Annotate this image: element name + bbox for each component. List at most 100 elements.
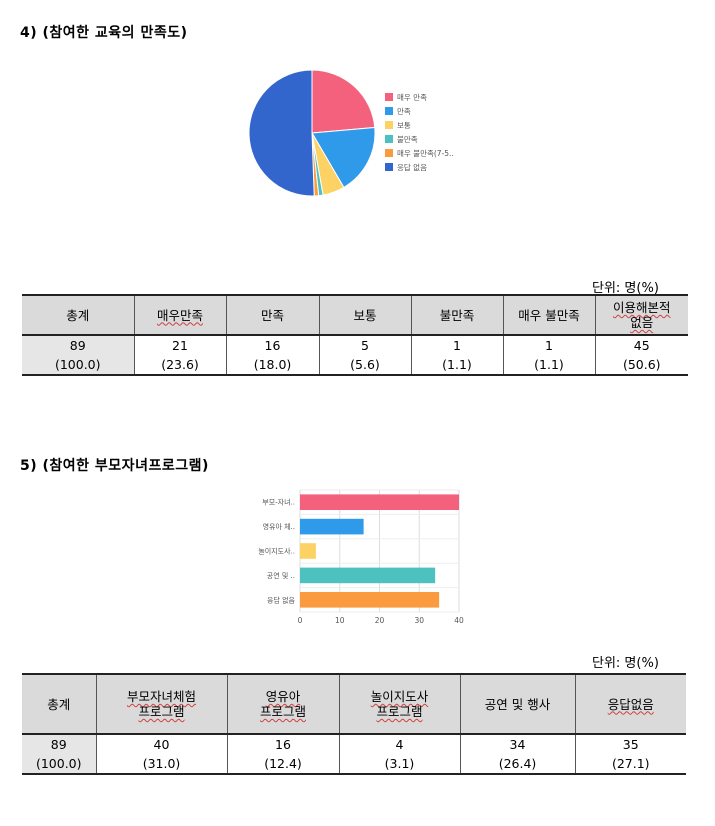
satisfaction-cell-2: 16 (18.0)	[225, 335, 319, 375]
satisfaction-header-line: 매우만족	[156, 307, 203, 323]
program-header-line: 놀이지도사	[370, 689, 429, 704]
percent-value: (1.1)	[534, 357, 564, 372]
legend-label-4: 매우 불만족(7-5..	[397, 149, 454, 158]
program-header-line: 총계	[47, 696, 71, 712]
program-cell-2: 16 (12.4)	[226, 734, 339, 774]
percent-value: (50.6)	[622, 357, 661, 372]
count-value: 45	[633, 338, 650, 353]
satisfaction-cell-0: 89 (100.0)	[22, 335, 134, 375]
count-value: 21	[172, 338, 188, 353]
program-header-line: 프로그램	[376, 704, 423, 719]
x-tick-label-0: 0	[298, 616, 303, 625]
count-value: 40	[153, 737, 170, 752]
satisfaction-cell-3: 5 (5.6)	[318, 335, 411, 375]
satisfaction-header-6: 이용해본적 없음	[594, 294, 688, 336]
section4-heading-text: 4) (참여한 교육의 만족도)	[20, 25, 188, 41]
section5-heading-text: 5) (참여한 부모자녀프로그램)	[20, 458, 209, 474]
x-tick-label-2: 20	[375, 616, 385, 625]
percent-value: (31.0)	[142, 756, 181, 771]
satisfaction-header-line: 총계	[66, 307, 90, 323]
program-header-2: 영유아 프로그램	[226, 673, 340, 735]
satisfaction-header-line: 만족	[260, 307, 284, 323]
count-value: 89	[69, 338, 86, 353]
satisfaction-header-5: 매우 불만족	[502, 294, 596, 336]
section5-unit: 단위: 명(%)	[592, 656, 659, 671]
satisfaction-header-1: 매우만족	[133, 294, 227, 336]
parent-program-bar-chart: 0 10 20 30 40 부모-자녀.. 영유아 체.. 놀이지도사.. 공연 및 .. 응답 …	[258, 489, 464, 625]
program-header-line: 공연 및 행사	[484, 696, 551, 712]
satisfaction-header-4: 불만족	[410, 294, 504, 336]
legend-swatch-0	[385, 93, 393, 101]
percent-value: (18.0)	[253, 357, 292, 372]
legend-label-2: 보통	[397, 121, 411, 130]
percent-value: (27.1)	[611, 756, 650, 771]
program-header-line: 영유아	[265, 689, 301, 704]
program-header-4: 공연 및 행사	[459, 673, 576, 735]
y-category-label-2: 놀이지도사..	[258, 547, 295, 556]
program-header-1: 부모자녀체험 프로그램	[95, 673, 228, 735]
legend-swatch-2	[385, 121, 393, 129]
program-header-3: 놀이지도사 프로그램	[338, 673, 461, 735]
count-value: 4	[395, 737, 404, 752]
satisfaction-header-3: 보통	[318, 294, 412, 336]
count-value: 16	[275, 737, 291, 752]
satisfaction-cell-5: 1 (1.1)	[502, 335, 595, 375]
count-value: 16	[264, 338, 281, 353]
y-category-label-3: 공연 및 ..	[267, 572, 295, 580]
pie-slices	[248, 70, 376, 197]
satisfaction-header-2: 만족	[225, 294, 320, 336]
percent-value: (5.6)	[350, 357, 380, 372]
y-category-label-4: 응답 없음	[267, 595, 296, 604]
program-header-line: 부모자녀체험	[126, 689, 196, 704]
satisfaction-header-line: 이용해본적	[612, 300, 671, 315]
count-value: 1	[453, 338, 461, 353]
x-tick-label-4: 40	[454, 616, 464, 625]
percent-value: (100.0)	[35, 756, 82, 771]
bar-2	[300, 543, 316, 559]
y-category-label-0: 부모-자녀..	[262, 498, 295, 507]
pie-slice-5	[248, 70, 315, 197]
program-header-line: 프로그램	[259, 704, 306, 719]
legend-label-1: 만족	[397, 107, 411, 116]
program-cell-5: 35 (27.1)	[574, 734, 686, 774]
satisfaction-header-line: 없음	[630, 315, 654, 330]
program-cell-4: 34 (26.4)	[459, 734, 575, 774]
satisfaction-cell-6: 45 (50.6)	[594, 335, 688, 375]
satisfaction-table: 총계 매우만족 만족 보통 불만족 매우 불만족 이용해본적 없음 89 (100.0) 21 (2…	[22, 294, 688, 376]
y-category-label-1: 영유아 체..	[263, 522, 295, 531]
percent-value: (100.0)	[54, 357, 101, 372]
legend-swatch-4	[385, 149, 393, 157]
count-value: 1	[545, 338, 553, 353]
program-cell-3: 4 (3.1)	[338, 734, 460, 774]
satisfaction-header-line: 매우 불만족	[518, 307, 580, 323]
satisfaction-header-line: 불만족	[439, 307, 475, 323]
section4-heading: 4) (참여한 교육의 만족도)	[20, 22, 187, 42]
section5-heading: 5) (참여한 부모자녀프로그램)	[20, 455, 209, 475]
satisfaction-header-line: 보통	[353, 307, 377, 323]
satisfaction-header-0: 총계	[22, 294, 135, 336]
program-header-5: 응답없음	[574, 673, 686, 735]
pie-slice-0	[311, 70, 376, 134]
percent-value: (26.4)	[498, 756, 537, 771]
count-value: 89	[50, 737, 67, 752]
percent-value: (3.1)	[384, 756, 415, 771]
program-cell-1: 40 (31.0)	[95, 734, 227, 774]
count-value: 5	[361, 338, 369, 353]
legend-swatch-1	[385, 107, 393, 115]
parent-program-table: 총계 부모자녀체험 프로그램 영유아 프로그램 놀이지도사 프로그램 공연 및 행사 응답없음 …	[22, 673, 686, 775]
bar-4	[300, 591, 440, 608]
percent-value: (12.4)	[264, 756, 302, 771]
program-header-line: 응답없음	[607, 696, 654, 712]
section4-unit: 단위: 명(%)	[592, 281, 659, 296]
legend-swatch-3	[385, 135, 393, 143]
satisfaction-cell-4: 1 (1.1)	[410, 335, 503, 375]
legend-label-3: 불만족	[397, 135, 418, 144]
legend-label-0: 매우 만족	[397, 93, 427, 102]
percent-value: (1.1)	[442, 357, 472, 372]
x-tick-label-3: 30	[414, 616, 424, 625]
count-value: 35	[622, 737, 639, 752]
bar-1	[300, 518, 364, 535]
x-tick-label-1: 10	[335, 616, 345, 625]
